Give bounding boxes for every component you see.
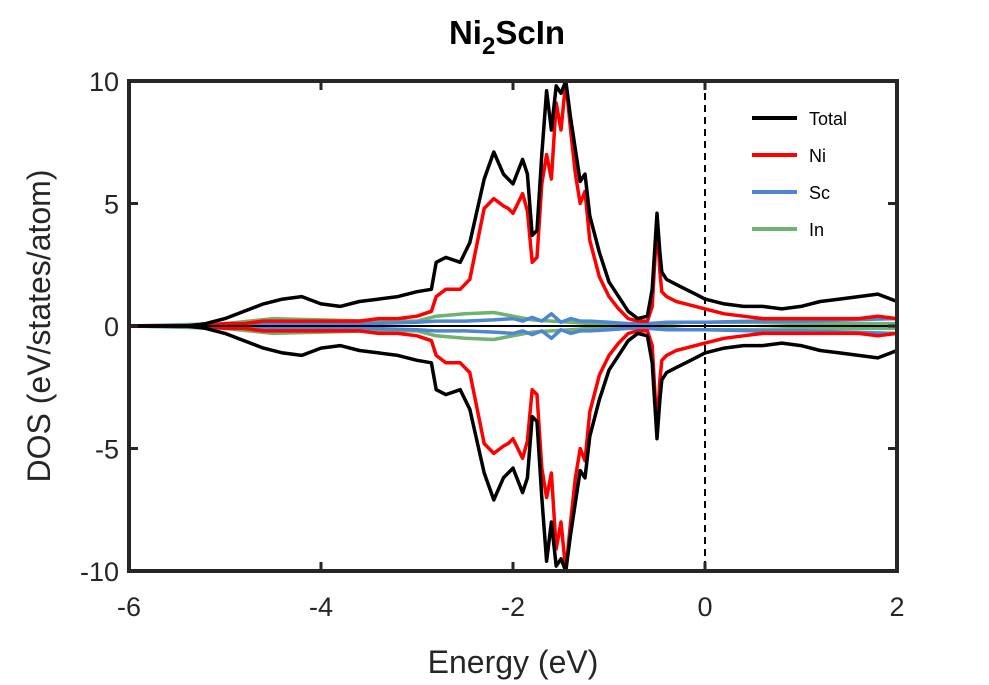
- y-tick-label: -10: [80, 557, 119, 587]
- x-axis-label: Energy (eV): [428, 644, 599, 680]
- legend: Total Ni Sc In: [752, 109, 847, 240]
- x-tick-label: -4: [309, 592, 333, 622]
- legend-label-total: Total: [809, 109, 847, 129]
- series-line-ni-spin-down: [129, 324, 897, 571]
- x-tick-label: -2: [501, 592, 525, 622]
- legend-label-sc: Sc: [809, 183, 830, 203]
- x-tick-label: -6: [117, 592, 141, 622]
- chart-title: Ni2ScIn: [449, 14, 565, 60]
- y-tick-label: 0: [104, 312, 119, 342]
- y-axis-label: DOS (eV/states/atom): [21, 170, 57, 483]
- x-tick-label: 2: [889, 592, 904, 622]
- series-line-ni-spin-up: [129, 81, 897, 328]
- y-tick-label: -5: [95, 435, 119, 465]
- series-line-sc-spin-up: [129, 312, 897, 328]
- y-tick-label: 5: [104, 190, 119, 220]
- axis-ticks: -6 -4 -2 0 2 -10 -5 0 5 10: [80, 67, 905, 622]
- x-tick-label: 0: [697, 592, 712, 622]
- title-subscript: 2: [482, 33, 495, 60]
- y-tick-label: 10: [89, 67, 119, 97]
- title-tail: ScIn: [495, 14, 565, 51]
- series-group: [129, 81, 897, 571]
- legend-label-ni: Ni: [809, 146, 826, 166]
- legend-label-in: In: [809, 220, 824, 240]
- title-main: Ni: [449, 14, 482, 51]
- series-line-sc-spin-down: [129, 324, 897, 341]
- series-line-total-spin-up: [129, 81, 897, 328]
- series-line-total-spin-down: [129, 324, 897, 571]
